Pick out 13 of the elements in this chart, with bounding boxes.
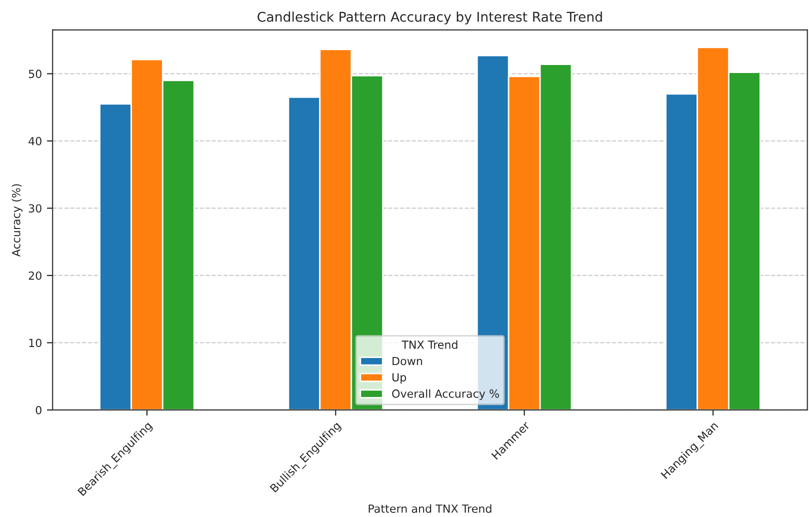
y-tick-label: 0 (36, 406, 42, 414)
y-tick-label: 20 (28, 271, 42, 280)
legend-label: Down (392, 356, 422, 366)
y-axis-title: Accuracy (%) (12, 184, 22, 257)
legend-label: Overall Accuracy % (392, 389, 499, 400)
y-tick-label: 10 (29, 338, 42, 348)
x-axis-title: Pattern and TNX Trend (368, 504, 492, 513)
chart-title: Candlestick Pattern Accuracy by Interest Rate Trend (258, 12, 602, 24)
legend-title: TNX Trend (402, 340, 458, 349)
y-tick-label: 50 (28, 70, 42, 78)
y-tick-label: 30 (28, 204, 42, 213)
y-tick-label: 40 (28, 136, 42, 146)
legend-label: Up (392, 373, 406, 384)
